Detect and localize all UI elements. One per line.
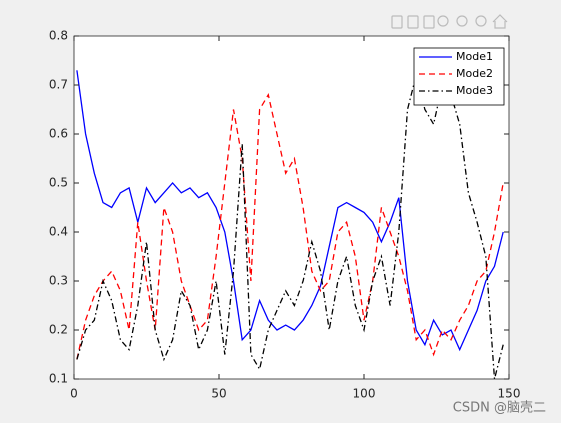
legend: Mode1 Mode2 Mode3 (413, 47, 505, 106)
legend-label: Mode1 (456, 50, 493, 63)
x-tick-label: 50 (211, 387, 226, 401)
x-tick-label: 0 (70, 387, 78, 401)
toolbar-icon[interactable] (437, 15, 449, 27)
axes-box (73, 35, 510, 380)
toolbar-icon[interactable] (456, 15, 468, 27)
toolbar-icon[interactable] (492, 14, 508, 29)
toolbar-icon[interactable] (391, 15, 403, 29)
y-tick-label: 0.2 (49, 323, 68, 337)
watermark: CSDN @脑壳二 (453, 401, 546, 416)
series-line (76, 93, 504, 360)
toolbar[interactable] (391, 14, 508, 29)
y-tick-label: 0.7 (49, 78, 68, 92)
legend-label: Mode2 (456, 67, 493, 80)
y-tick-label: 0.5 (49, 176, 68, 190)
series-line (76, 75, 504, 380)
toolbar-icon[interactable] (407, 15, 419, 29)
toolbar-icon[interactable] (475, 15, 487, 27)
y-tick-label: 0.3 (49, 274, 68, 288)
toolbar-icon[interactable] (423, 15, 435, 29)
legend-label: Mode3 (456, 84, 493, 97)
series-line (76, 70, 504, 352)
y-tick-label: 0.1 (49, 372, 68, 386)
plot: 0.10.20.30.40.50.60.70.80 50 100 150Mode1Mo… (49, 29, 521, 401)
y-tick-label: 0.4 (49, 225, 68, 239)
y-tick-label: 0.6 (49, 127, 68, 141)
x-tick-label: 100 (353, 387, 376, 401)
x-tick-label: 150 (498, 387, 521, 401)
y-tick-label: 0.8 (49, 29, 68, 43)
